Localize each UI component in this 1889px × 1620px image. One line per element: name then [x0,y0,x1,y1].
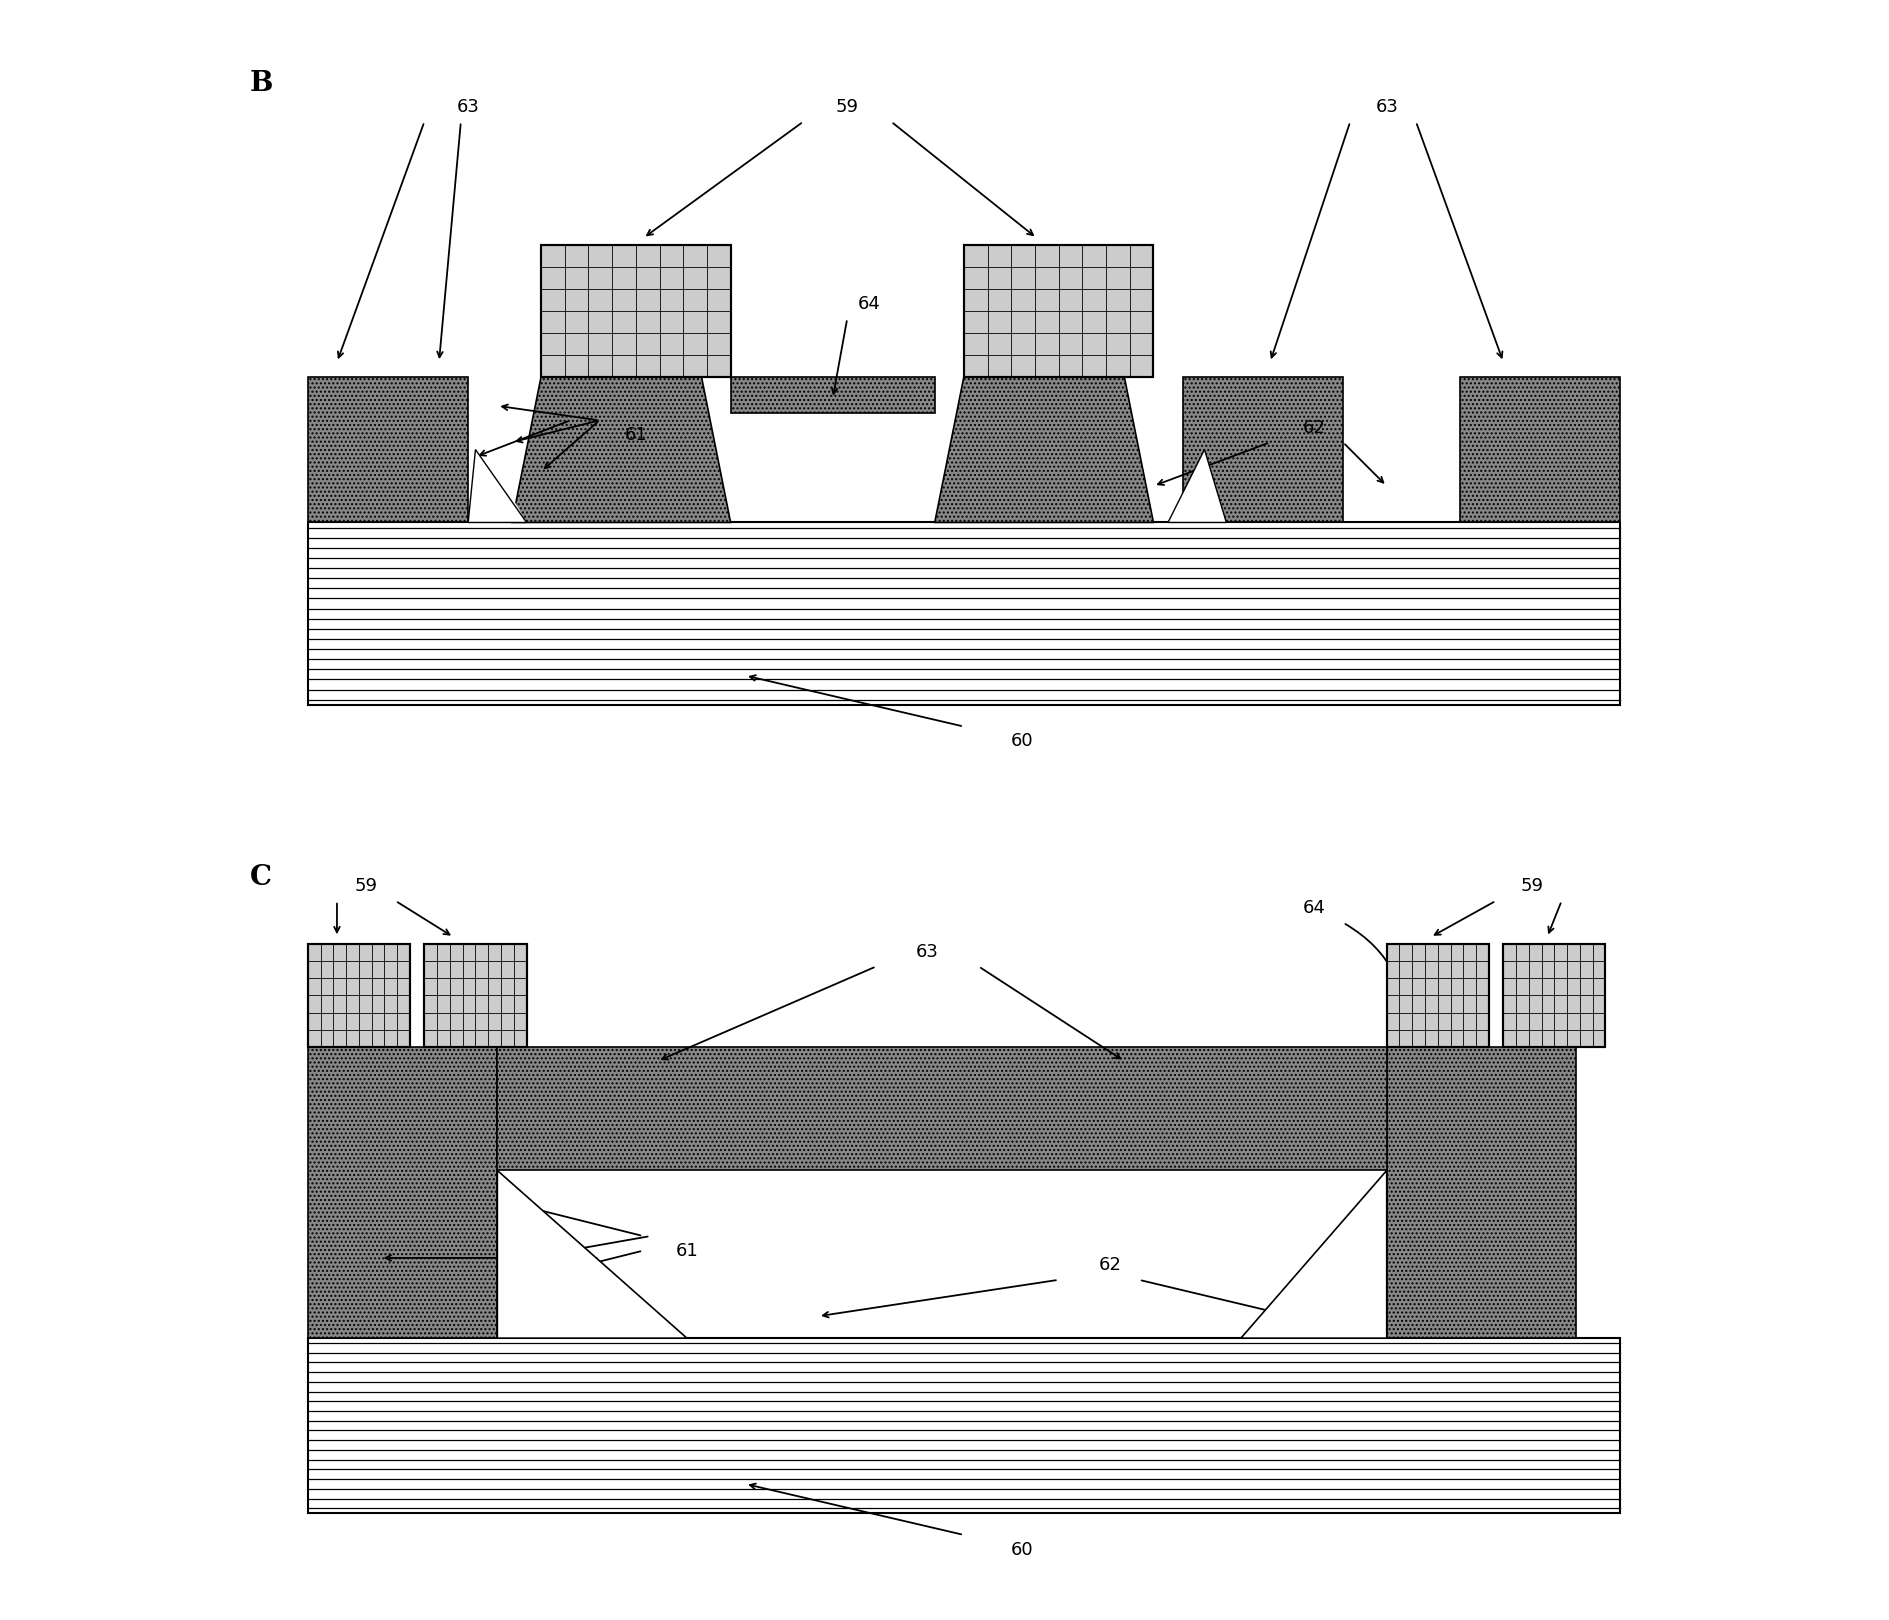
Bar [963,246,1152,377]
Bar [540,246,731,377]
Polygon shape [935,377,1152,522]
Text: C: C [249,865,272,891]
Bar [425,944,527,1047]
Polygon shape [512,377,731,522]
Bar [308,944,410,1047]
Bar [1387,944,1489,1047]
Text: 62: 62 [1098,1256,1120,1275]
Bar [308,944,410,1047]
Bar [308,1047,497,1338]
Text: 59: 59 [1521,876,1543,896]
Text: 61: 61 [674,1241,697,1260]
Text: 63: 63 [916,943,939,961]
Text: 63: 63 [1375,97,1398,117]
Text: 59: 59 [355,876,378,896]
Bar [1387,1047,1575,1338]
Text: B: B [249,71,272,97]
Text: 61: 61 [623,426,646,444]
Bar [1387,944,1489,1047]
Text: 64: 64 [858,295,880,313]
Bar [308,377,468,522]
Polygon shape [497,1170,686,1338]
Polygon shape [1167,450,1226,522]
Bar [1502,944,1604,1047]
Text: 64: 64 [1302,899,1324,917]
Polygon shape [468,450,527,522]
Bar [1458,377,1619,522]
Bar [308,1338,1619,1513]
Polygon shape [1241,1170,1387,1338]
Bar [308,522,1619,705]
Bar [1183,377,1343,522]
Bar [540,246,731,377]
Bar [497,1047,1387,1170]
Text: 63: 63 [457,97,480,117]
Text: 59: 59 [835,97,858,117]
Bar [963,246,1152,377]
Text: 62: 62 [1302,418,1324,437]
Text: 60: 60 [1011,732,1033,750]
Text: 60: 60 [1011,1541,1033,1558]
Polygon shape [731,377,935,413]
Bar [425,944,527,1047]
Bar [1502,944,1604,1047]
Polygon shape [468,471,527,522]
